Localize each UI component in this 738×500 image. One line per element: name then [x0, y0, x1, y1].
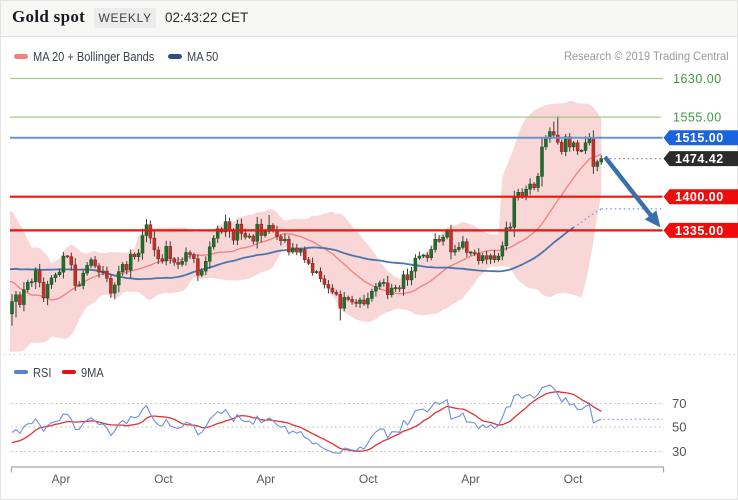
svg-text:50: 50: [672, 420, 686, 435]
svg-text:Apr: Apr: [256, 472, 275, 486]
svg-text:Oct: Oct: [564, 472, 583, 486]
svg-text:30: 30: [672, 444, 686, 459]
svg-text:Oct: Oct: [154, 472, 173, 486]
svg-text:1630.00: 1630.00: [673, 72, 722, 86]
svg-text:1515.00: 1515.00: [675, 131, 724, 145]
svg-text:Apr: Apr: [461, 472, 480, 486]
svg-text:Apr: Apr: [52, 472, 71, 486]
svg-text:70: 70: [672, 396, 686, 411]
svg-text:Oct: Oct: [359, 472, 378, 486]
svg-text:1474.42: 1474.42: [675, 152, 724, 166]
svg-text:1555.00: 1555.00: [673, 111, 722, 125]
svg-text:1335.00: 1335.00: [675, 224, 724, 238]
svg-text:1400.00: 1400.00: [675, 190, 724, 204]
